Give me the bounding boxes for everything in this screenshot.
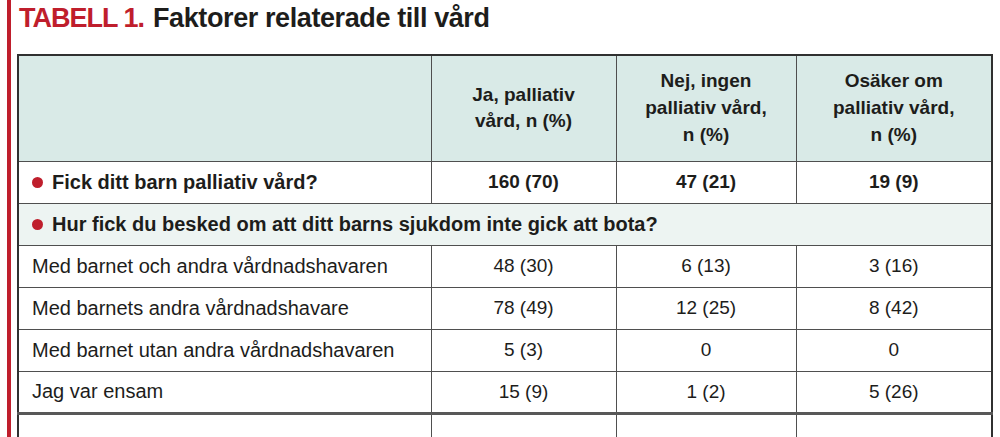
table-section-row: Hur fick du besked om att ditt barns sju… [18,203,992,245]
table-header: Ja, palliativ vård, n (%) Nej, ingen pal… [18,55,992,161]
partial-cell [18,413,431,437]
header-cell-osaker: Osäker om palliativ vård, n (%) [796,55,992,161]
header-cell-nej: Nej, ingen palliativ vård, n (%) [616,55,796,161]
table-title-number: TABELL 1. [19,3,144,33]
table-title: TABELL 1. Faktorer relaterade till vård [19,3,490,34]
table-row: Jag var ensam15 (9)1 (2)5 (26) [18,371,992,413]
row-value-cell: 0 [796,329,992,371]
partial-cell [796,413,992,437]
row-label-cell: Med barnet och andra vårdnadshavaren [18,245,431,287]
table-row: Fick ditt barn palliativ vård?160 (70)47… [18,161,992,203]
row-value-cell: 78 (49) [431,287,616,329]
header-cell-ja: Ja, palliativ vård, n (%) [431,55,616,161]
row-value-cell: 47 (21) [616,161,796,203]
table-row: Med barnet utan andra vårdnadshavaren5 (… [18,329,992,371]
row-label-cell: Med barnet utan andra vårdnadshavaren [18,329,431,371]
table-row: Med barnet och andra vårdnadshavaren48 (… [18,245,992,287]
partial-cell [431,413,616,437]
row-value-cell: 8 (42) [796,287,992,329]
row-value-cell: 5 (26) [796,371,992,413]
section-header-cell: Hur fick du besked om att ditt barns sju… [18,203,992,245]
row-value-cell: 48 (30) [431,245,616,287]
red-accent-bar [7,0,11,437]
table-row-partial [18,413,992,437]
red-bullet-icon [32,219,43,230]
header-cell-empty [18,55,431,161]
row-value-cell: 1 (2) [616,371,796,413]
red-bullet-icon [32,177,43,188]
partial-cell [616,413,796,437]
row-value-cell: 3 (16) [796,245,992,287]
row-label-cell: Fick ditt barn palliativ vård? [18,161,431,203]
row-value-cell: 160 (70) [431,161,616,203]
table-body: Fick ditt barn palliativ vård?160 (70)47… [18,161,992,413]
row-value-cell: 15 (9) [431,371,616,413]
table-row: Med barnets andra vårdnadshavare78 (49)1… [18,287,992,329]
table-title-text: Faktorer relaterade till vård [153,3,490,33]
row-value-cell: 0 [616,329,796,371]
row-label-cell: Jag var ensam [18,371,431,413]
row-value-cell: 19 (9) [796,161,992,203]
row-label-cell: Med barnets andra vårdnadshavare [18,287,431,329]
row-value-cell: 5 (3) [431,329,616,371]
row-value-cell: 6 (13) [616,245,796,287]
factors-table: Ja, palliativ vård, n (%) Nej, ingen pal… [17,54,993,437]
table-header-row: Ja, palliativ vård, n (%) Nej, ingen pal… [18,55,992,161]
row-value-cell: 12 (25) [616,287,796,329]
